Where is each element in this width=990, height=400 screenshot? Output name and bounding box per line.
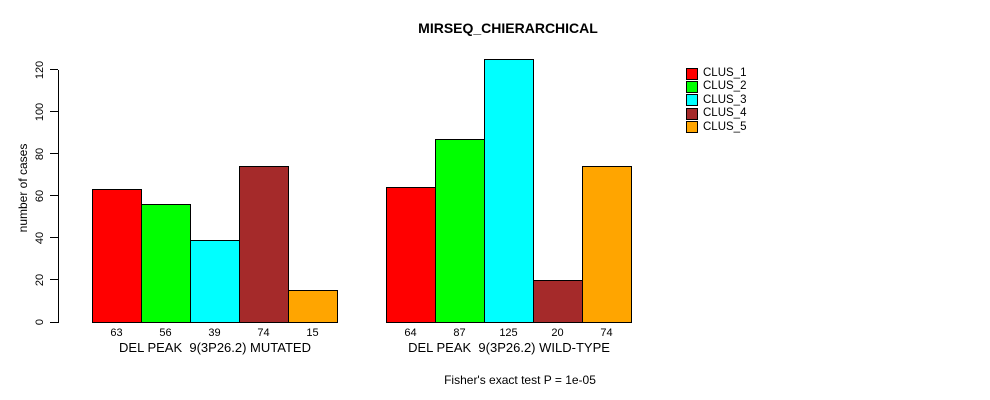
group-label-wild-type: DEL PEAK 9(3P26.2) WILD-TYPE <box>408 340 610 355</box>
legend-item-clus-4: CLUS_4 <box>686 107 746 120</box>
bar-clus_3-group-1 <box>190 239 240 323</box>
bar-clus_5-group-1 <box>288 290 338 323</box>
chart-title: MIRSEQ_CHIERARCHICAL <box>418 20 598 36</box>
y-tick <box>50 321 58 323</box>
y-tick-label: 80 <box>34 147 46 160</box>
y-tick <box>50 195 58 197</box>
legend: CLUS_1 CLUS_2 CLUS_3 CLUS_4 CLUS_5 <box>686 67 746 134</box>
bar-value-label: 63 <box>110 327 123 339</box>
bar-clus_1-group-1 <box>92 189 142 323</box>
legend-label-clus-2: CLUS_2 <box>703 80 747 93</box>
bar-clus_4-group-1 <box>239 166 289 323</box>
legend-label-clus-5: CLUS_5 <box>703 120 747 133</box>
y-tick-label: 60 <box>34 189 46 202</box>
bar-value-label: 39 <box>208 327 221 339</box>
y-tick-label: 40 <box>34 231 46 244</box>
bar-clus_1-group-2 <box>386 187 436 323</box>
bar-value-label: 56 <box>159 327 172 339</box>
y-tick <box>50 69 58 70</box>
legend-label-clus-4: CLUS_4 <box>703 107 747 120</box>
bar-value-label: 74 <box>600 327 613 339</box>
y-tick-label: 20 <box>34 273 46 287</box>
y-axis-line <box>58 69 59 323</box>
bar-clus_2-group-2 <box>435 139 485 323</box>
legend-swatch-clus-5-icon <box>686 121 698 134</box>
legend-item-clus-2: CLUS_2 <box>686 80 747 94</box>
bar-clus_4-group-2 <box>533 279 583 323</box>
legend-swatch-clus-4-icon <box>686 107 698 120</box>
y-tick <box>50 111 58 113</box>
legend-swatch-clus-2-icon <box>686 81 698 94</box>
bar-value-label: 15 <box>306 327 319 339</box>
group-label-mutated: DEL PEAK 9(3P26.2) MUTATED <box>119 340 311 355</box>
bar-value-label: 87 <box>453 327 466 339</box>
legend-swatch-clus-1-icon <box>686 67 698 80</box>
y-tick-label: 0 <box>34 318 46 326</box>
legend-label-clus-3: CLUS_3 <box>703 93 747 106</box>
bar-clus_5-group-2 <box>582 166 632 323</box>
y-tick <box>50 279 58 281</box>
legend-swatch-clus-3-icon <box>686 94 698 107</box>
bar-value-label: 125 <box>499 327 518 339</box>
legend-item-clus-1: CLUS_1 <box>686 67 746 80</box>
legend-item-clus-5: CLUS_5 <box>686 121 746 134</box>
bar-clus_3-group-2 <box>484 59 534 323</box>
legend-label-clus-1: CLUS_1 <box>703 66 747 79</box>
y-tick <box>50 153 58 155</box>
y-tick-label: 120 <box>34 60 46 79</box>
annotation-text: Fisher's exact test P = 1e-05 <box>444 373 596 387</box>
legend-item-clus-3: CLUS_3 <box>686 94 746 107</box>
y-tick <box>50 237 58 239</box>
y-tick-label: 100 <box>34 102 46 121</box>
bar-value-label: 74 <box>257 327 270 339</box>
bar-clus_2-group-1 <box>141 204 191 323</box>
bar-value-label: 64 <box>404 327 417 339</box>
bar-value-label: 20 <box>551 327 564 339</box>
